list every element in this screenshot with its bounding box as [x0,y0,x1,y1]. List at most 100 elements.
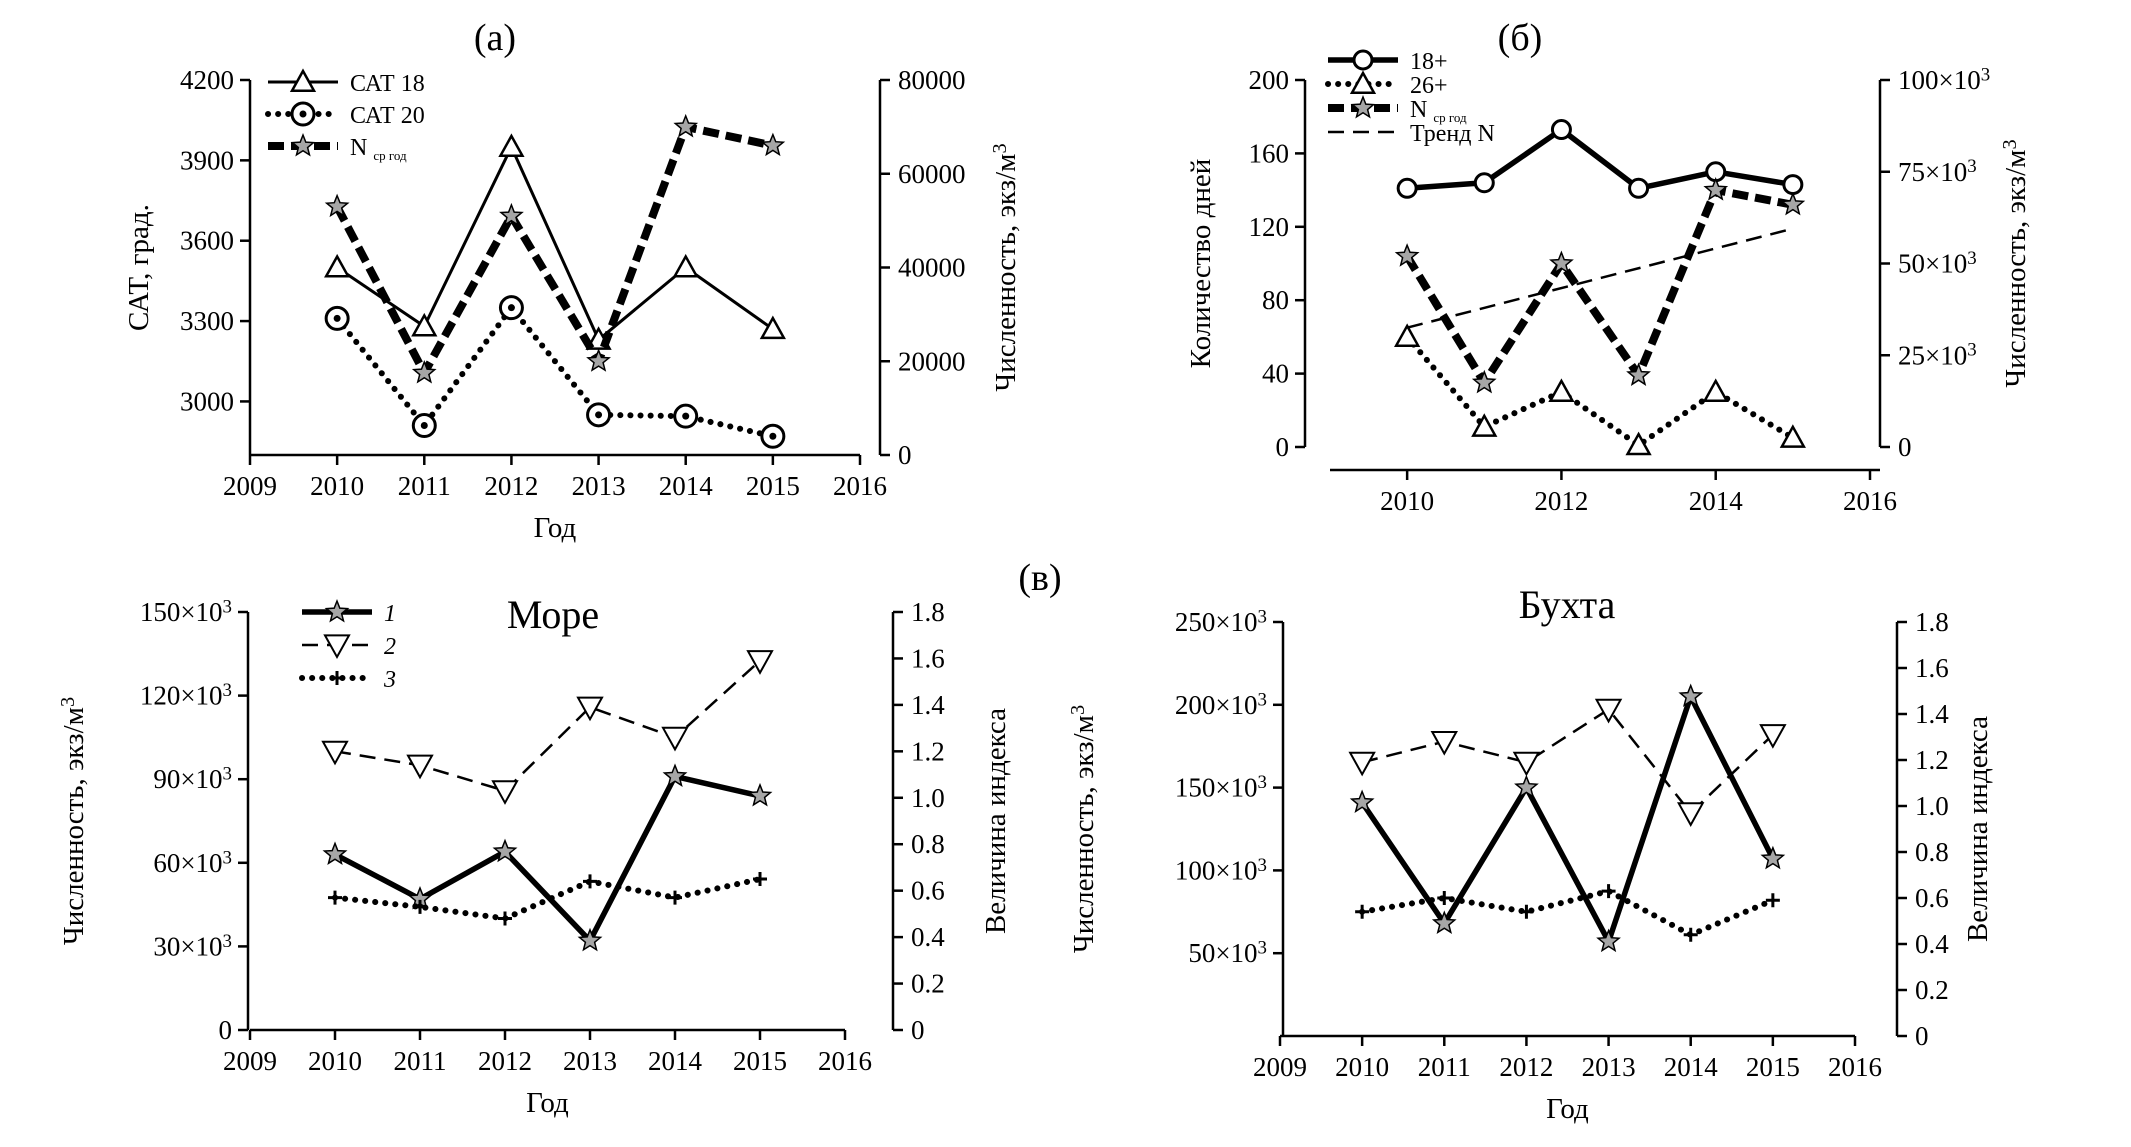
a-series-3-line [333,122,774,377]
c2-x-tick-label: 2010 [1335,1052,1389,1082]
c2-y2-tick-label: 1.4 [1915,699,1949,729]
b-y2-tick-label: 50×103 [1898,248,1977,279]
a-series-2-point [498,295,524,321]
c2-series-3-point [1355,904,1370,919]
chart-b: 2010 2012 2014 201604080120160200Количество… [1185,49,2032,516]
b-series-3-point [1394,243,1420,267]
c1-x-tick-label: 2016 [818,1046,872,1076]
a-y-tick-label: 3900 [180,145,234,175]
c1-y2-tick-label: 1.8 [911,597,945,627]
b-series-2-point [1471,413,1498,437]
b-y-title: Количество дней [1185,159,1217,369]
a-x-title: Год [534,512,577,544]
c2-x-tick-label: 2014 [1664,1052,1719,1082]
c1-legend-2-marker [323,634,351,660]
b-y-tick-label: 40 [1262,359,1289,389]
a-series-2-point [673,403,699,429]
a-series-2-point [411,413,437,439]
c1-y2-tick-label: 0.6 [911,876,945,906]
c1-series-3-point [328,890,342,905]
a-series-3-point [673,113,699,138]
a-series-1-point [759,315,786,340]
a-y2-tick-label: 20000 [898,346,966,376]
c2-y2-tick-label: 1.6 [1915,653,1949,683]
c1-series-2-line [334,659,761,793]
c2-y-tick-label: 50×103 [1188,938,1267,969]
a-y-tick-label: 3600 [180,226,234,256]
b-series-3-point [1703,177,1729,201]
a-series-2-line [334,304,776,440]
b-y-tick-label: 80 [1262,285,1289,315]
c2-y2-tick-label: 0.8 [1915,837,1949,867]
c2-series-1-point [1596,928,1621,953]
panel-label-b: (б) [1498,17,1543,59]
b-series-2-line [1404,333,1796,449]
a-series-2-point-dot [333,314,341,322]
c1-y2-tick-label: 0.2 [911,969,945,999]
c1-series-2-point [661,726,689,752]
c2-series-2-point [1348,751,1376,777]
c1-series-3-line [332,876,763,922]
c2-series-1-point [1514,774,1539,799]
c1-y2-tick-label: 0.4 [911,922,945,952]
a-legend-2-marker [290,101,316,127]
c1-y2-tick-label: 0.8 [911,829,945,859]
c1-x-tick-label: 2014 [648,1046,703,1076]
a-y-tick-label: 4200 [180,65,234,95]
b-legend-label-4: Тренд N [1410,121,1495,147]
b-x-tick-label: 2010 [1380,486,1434,516]
panel-label-a: (а) [474,17,516,59]
panel-label-c: (в) [1018,557,1061,599]
b-x-tick-label: 2012 [1534,486,1588,516]
a-legend-label-1: САТ 18 [350,71,425,97]
c1-series-2-point [321,740,349,766]
c2-y2-tick-label: 1.2 [1915,745,1949,775]
c1-title: Море [507,592,599,637]
b-series-2-point [1779,424,1806,448]
b-y2-title: Численность, экз/м3 [1999,139,2032,387]
b-x-tick-label: 2016 [1843,486,1897,516]
c1-series-1-line [333,773,761,944]
c1-y2-tick-label: 0 [911,1015,925,1045]
c2-series-3-point [1519,904,1534,919]
a-x-tick-label: 2011 [398,471,451,501]
c1-legend-label-1: 1 [384,601,396,627]
c1-series-3-point [753,872,767,887]
c1-y-tick-label: 30×103 [153,931,232,962]
b-y-tick-label: 200 [1249,65,1290,95]
b-legend-1-marker [1352,49,1374,71]
a-x-tick-label: 2015 [746,471,800,501]
c2-y2-tick-label: 1.0 [1915,791,1949,821]
chart-c2-bay: 2009 2010 2011 2012 2013 2014 2015 2016 Год 50×10… [1067,582,1994,1125]
c1-y-tick-label: 60×103 [153,847,232,878]
c1-y-tick-label: 90×103 [153,764,232,795]
c1-legend-label-2: 2 [384,634,396,660]
b-series-1-point [1550,119,1572,141]
c1-y2-title: Величина индекса [980,708,1012,934]
c1-series-2-point [576,696,604,722]
b-legend-2-marker [1349,70,1377,95]
a-series-1-point [672,253,699,278]
c2-series-3-point [1765,893,1780,908]
a-series-2-point [760,423,786,449]
c1-series-1-point [662,763,688,787]
c2-series-2-point [1594,698,1623,724]
c1-series-2-point [491,780,519,805]
c2-series-2-point [1430,731,1458,756]
b-y2-tick-label: 75×103 [1898,156,1977,187]
b-series-3-point [1780,191,1806,216]
c2-y-tick-label: 200×103 [1175,689,1267,720]
a-legend-label-2: САТ 20 [350,103,425,129]
a-y-tick-label: 3000 [180,386,234,416]
c1-y-tick-label: 150×103 [140,596,232,627]
a-series-2-point [324,305,350,331]
b-series-1-point [1782,174,1804,196]
c1-series-2-point [746,650,774,675]
c2-y2-tick-label: 0 [1915,1021,1929,1051]
c1-y2-tick-label: 1.4 [911,690,945,720]
b-y-tick-label: 160 [1249,138,1290,168]
c1-series-1-point [492,838,518,863]
c2-series-2-point [1677,802,1705,827]
b-y2-tick-label: 100×103 [1898,64,1990,95]
